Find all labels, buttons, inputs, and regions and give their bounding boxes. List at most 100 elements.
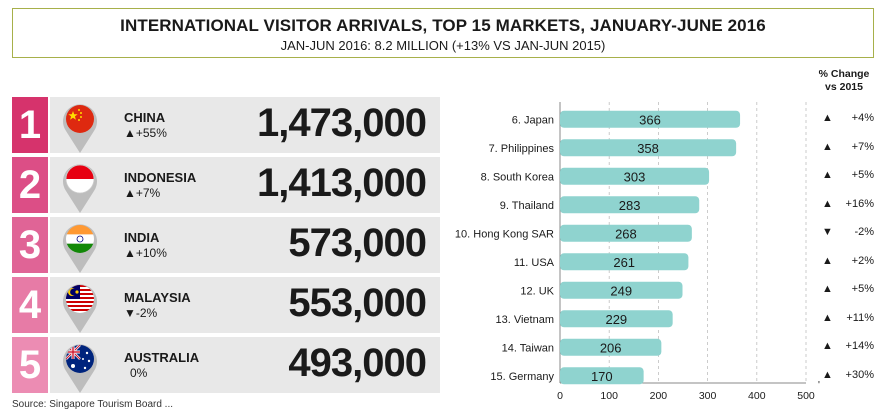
country-name: AUSTRALIA bbox=[124, 350, 200, 365]
pct-change-item: ▲ +2% bbox=[822, 255, 882, 267]
change-percent: ▲+55% bbox=[124, 126, 167, 140]
bar-value-label: 261 bbox=[613, 255, 635, 270]
bar-value-label: 268 bbox=[615, 226, 637, 241]
change-percent: ▲+10% bbox=[124, 246, 167, 260]
change-percent: 0% bbox=[130, 366, 148, 380]
up-triangle-icon: ▲ bbox=[822, 169, 833, 182]
up-triangle-icon: ▲ bbox=[822, 311, 833, 324]
bar-value-label: 358 bbox=[637, 141, 659, 156]
bar bbox=[560, 139, 737, 157]
bar bbox=[560, 196, 700, 214]
pct-change-header-line2: vs 2015 bbox=[825, 81, 863, 93]
country-name: MALAYSIA bbox=[124, 290, 191, 305]
malaysia-flag-icon bbox=[63, 284, 97, 333]
category-label: 8. South Korea bbox=[481, 171, 555, 183]
market-row-4: 4 MALAY bbox=[12, 277, 440, 333]
market-panel: CHINA ▲+55% 1,473,000 bbox=[50, 97, 440, 153]
unit-label: '000s bbox=[818, 380, 820, 391]
market-row-3: 3 INDIA ▲+10% 573,000 bbox=[12, 217, 440, 273]
pct-change-header-line1: % Change bbox=[818, 68, 870, 80]
category-label: 13. Vietnam bbox=[495, 314, 554, 326]
market-panel: INDIA ▲+10% 573,000 bbox=[50, 217, 440, 273]
category-label: 10. Hong Kong SAR bbox=[455, 228, 554, 240]
china-flag-icon bbox=[63, 104, 97, 153]
x-tick-label: 400 bbox=[748, 390, 766, 402]
bar-value-label: 303 bbox=[624, 169, 646, 184]
bar bbox=[560, 281, 683, 299]
pct-change-item: ▲ +16% bbox=[822, 198, 882, 210]
arrivals-value: 493,000 bbox=[288, 341, 427, 385]
rank-number: 4 bbox=[12, 277, 48, 333]
pct-change-item: ▲ +14% bbox=[822, 340, 882, 352]
x-tick-label: 100 bbox=[600, 390, 618, 402]
pct-change-header: % Change vs 2015 bbox=[808, 68, 880, 94]
bar bbox=[560, 224, 692, 242]
market-row-2: 2 INDONESIA ▲+7% 1,413,000 bbox=[12, 157, 440, 213]
pct-change-value: +7% bbox=[851, 140, 874, 153]
rank-number: 2 bbox=[12, 157, 48, 213]
market-panel: INDONESIA ▲+7% 1,413,000 bbox=[50, 157, 440, 213]
chart-subtitle: JAN-JUN 2016: 8.2 MILLION (+13% VS JAN-J… bbox=[280, 38, 606, 53]
category-label: 7. Philippines bbox=[489, 143, 555, 155]
category-label: 11. USA bbox=[514, 257, 555, 269]
country-name: CHINA bbox=[124, 110, 166, 125]
x-tick-label: 300 bbox=[699, 390, 717, 402]
indonesia-flag-icon bbox=[63, 164, 97, 213]
country-name: INDIA bbox=[124, 230, 160, 245]
bar-value-label: 170 bbox=[591, 369, 613, 384]
arrivals-value: 553,000 bbox=[288, 281, 427, 325]
bar-value-label: 249 bbox=[610, 283, 632, 298]
x-tick-label: 500 bbox=[797, 390, 815, 402]
pct-change-value: +5% bbox=[851, 169, 874, 182]
market-row-5: 5 bbox=[12, 337, 440, 393]
rank-number: 5 bbox=[12, 337, 48, 393]
pct-change-item: ▲ +30% bbox=[822, 369, 882, 381]
up-triangle-icon: ▲ bbox=[822, 368, 833, 381]
bar bbox=[560, 338, 662, 356]
bar-value-label: 366 bbox=[639, 112, 661, 127]
bar bbox=[560, 310, 673, 328]
pct-change-item: ▲ +11% bbox=[822, 312, 882, 324]
bar-chart: 6. Japan 366 7. Philippines 358 8. South Kor… bbox=[455, 102, 820, 402]
arrivals-value: 573,000 bbox=[288, 221, 427, 265]
up-triangle-icon: ▲ bbox=[822, 112, 833, 125]
pct-change-value: +11% bbox=[846, 311, 874, 324]
pct-change-value: +16% bbox=[845, 197, 874, 210]
market-panel: MALAYSIA ▼-2% 553,000 bbox=[50, 277, 440, 333]
australia-flag-icon bbox=[63, 344, 97, 393]
arrivals-value: 1,413,000 bbox=[257, 161, 427, 205]
up-triangle-icon: ▲ bbox=[822, 254, 833, 267]
change-percent: ▼-2% bbox=[124, 306, 158, 320]
pct-change-item: ▲ +4% bbox=[822, 112, 882, 124]
country-name: INDONESIA bbox=[124, 170, 197, 185]
pct-change-value: +30% bbox=[845, 368, 874, 381]
bar-value-label: 229 bbox=[605, 312, 627, 327]
category-label: 12. UK bbox=[520, 285, 554, 297]
title-box: INTERNATIONAL VISITOR ARRIVALS, TOP 15 M… bbox=[12, 8, 874, 58]
arrivals-value: 1,473,000 bbox=[257, 101, 427, 145]
up-triangle-icon: ▲ bbox=[822, 283, 833, 296]
category-label: 6. Japan bbox=[512, 114, 554, 126]
up-triangle-icon: ▲ bbox=[822, 140, 833, 153]
pct-change-value: +4% bbox=[851, 112, 874, 125]
india-flag-icon bbox=[63, 224, 97, 273]
bar bbox=[560, 367, 644, 385]
x-tick-label: 200 bbox=[650, 390, 668, 402]
up-triangle-icon: ▲ bbox=[822, 340, 833, 353]
rank-number: 1 bbox=[12, 97, 48, 153]
bar-value-label: 206 bbox=[600, 340, 622, 355]
bar-value-label: 283 bbox=[619, 198, 641, 213]
pct-change-value: +14% bbox=[845, 340, 874, 353]
x-tick-label: 0 bbox=[557, 390, 563, 402]
up-triangle-icon: ▲ bbox=[822, 197, 833, 210]
category-label: 15. Germany bbox=[490, 371, 554, 383]
change-percent: ▲+7% bbox=[124, 186, 161, 200]
category-label: 14. Taiwan bbox=[502, 342, 554, 354]
chart-title: INTERNATIONAL VISITOR ARRIVALS, TOP 15 M… bbox=[120, 16, 766, 35]
pct-change-item: ▼ -2% bbox=[822, 226, 882, 238]
bar bbox=[560, 110, 741, 128]
bar bbox=[560, 167, 710, 185]
pct-change-item: ▲ +7% bbox=[822, 141, 882, 153]
pct-change-value: +2% bbox=[851, 254, 874, 267]
pct-change-item: ▲ +5% bbox=[822, 283, 882, 295]
